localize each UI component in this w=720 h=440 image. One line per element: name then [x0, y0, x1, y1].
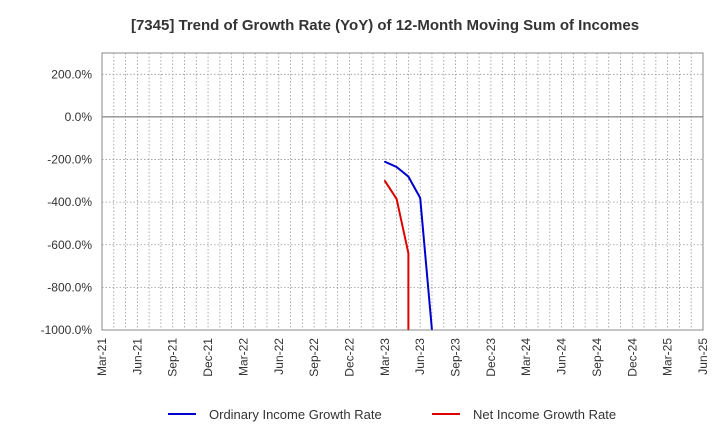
- x-tick-label: Mar-24: [519, 338, 533, 376]
- series-point-1: [384, 180, 386, 182]
- series-line-1: [383, 180, 410, 330]
- x-tick-label: Dec-22: [342, 338, 356, 377]
- x-tick-label: Sep-21: [166, 338, 180, 377]
- y-tick-label: 0.0%: [65, 110, 93, 124]
- x-tick-label: Sep-22: [307, 338, 321, 377]
- plot-frame: [101, 52, 704, 331]
- x-tick-label: Dec-21: [201, 338, 215, 377]
- x-tick-label: Mar-22: [236, 338, 250, 376]
- x-tick-label: Dec-23: [484, 338, 498, 377]
- x-tick-label: Jun-25: [696, 338, 710, 375]
- x-tick-label: Jun-24: [555, 338, 569, 375]
- series-point-0: [395, 166, 398, 168]
- x-tick-label: Jun-22: [272, 338, 286, 375]
- x-tick-label: Sep-23: [449, 338, 463, 377]
- y-tick-label: -800.0%: [47, 280, 92, 294]
- y-tick-label: -1000.0%: [41, 323, 93, 337]
- y-tick-label: 200.0%: [51, 67, 92, 81]
- legend: Ordinary Income Growth Rate Net Income Gr…: [168, 407, 616, 422]
- x-tick-label: Mar-21: [95, 338, 109, 376]
- x-tick-label: Jun-21: [130, 338, 144, 375]
- chart-title: [7345] Trend of Growth Rate (YoY) of 12-…: [131, 17, 639, 34]
- x-tick-label: Mar-23: [378, 338, 392, 376]
- y-tick-label: -400.0%: [47, 195, 92, 209]
- grid: [102, 53, 703, 331]
- series-point-0: [384, 160, 386, 163]
- series-point-0: [407, 175, 410, 178]
- series-point-1: [395, 198, 398, 200]
- series-point-0: [419, 197, 421, 199]
- y-tick-label: -600.0%: [47, 238, 92, 252]
- x-tick-label: Sep-24: [590, 338, 604, 377]
- x-tick-label: Dec-24: [625, 338, 639, 377]
- y-tick-label: -200.0%: [47, 153, 92, 167]
- x-tick-label: Jun-23: [413, 338, 427, 375]
- y-axis-ticks: 200.0% 0.0% -200.0% -400.0% -600.0% -800.0% -1…: [41, 67, 93, 337]
- x-tick-label: Mar-25: [661, 338, 675, 376]
- x-axis-ticks: Mar-21 Jun-21 Sep-21 Dec-21 Mar-22 Jun-22 Sep-…: [95, 338, 710, 377]
- legend-label-0: Ordinary Income Growth Rate: [209, 407, 382, 422]
- legend-label-1: Net Income Growth Rate: [473, 407, 616, 422]
- series-point-1: [407, 252, 410, 255]
